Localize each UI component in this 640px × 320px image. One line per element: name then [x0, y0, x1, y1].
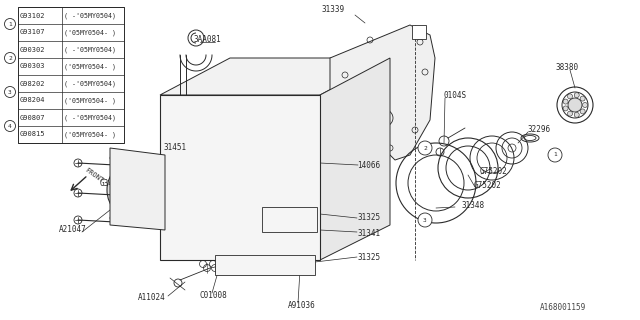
Text: 4: 4 [272, 217, 276, 221]
Circle shape [107, 160, 167, 220]
Text: 4: 4 [8, 124, 12, 129]
Text: 2: 2 [8, 55, 12, 60]
Polygon shape [320, 58, 390, 260]
Text: 31325: 31325 [358, 253, 381, 262]
Text: C01008: C01008 [200, 291, 228, 300]
Text: G34103: G34103 [100, 179, 128, 188]
Text: G90815: G90815 [20, 132, 45, 138]
Text: G93107: G93107 [20, 29, 45, 36]
Text: G75202: G75202 [474, 180, 502, 189]
Text: 31339: 31339 [322, 5, 345, 14]
Text: 31325: 31325 [358, 212, 381, 221]
Text: 38380: 38380 [556, 63, 579, 73]
Circle shape [222, 163, 252, 193]
Circle shape [169, 110, 305, 246]
Text: A: A [417, 28, 422, 36]
Text: A11024: A11024 [138, 293, 166, 302]
Text: 2: 2 [423, 146, 427, 150]
Text: 1: 1 [553, 153, 557, 157]
Circle shape [582, 102, 588, 108]
Circle shape [568, 111, 573, 116]
Circle shape [574, 112, 579, 117]
Text: G75202: G75202 [480, 167, 508, 177]
Text: ('05MY0504- ): ('05MY0504- ) [64, 63, 116, 70]
Text: 1: 1 [8, 21, 12, 27]
Text: 3: 3 [423, 218, 427, 222]
Text: A168001159: A168001159 [540, 303, 586, 313]
Text: 31451: 31451 [163, 143, 186, 153]
Text: G90807: G90807 [20, 115, 45, 121]
Text: ('05MY0504- ): ('05MY0504- ) [64, 29, 116, 36]
Circle shape [548, 148, 562, 162]
Text: 4: 4 [226, 262, 230, 268]
Bar [18, 7, 124, 143]
Text: 31348: 31348 [462, 201, 485, 210]
Text: ( -'05MY0504): ( -'05MY0504) [64, 46, 116, 53]
Text: ('05MY0504- ): ('05MY0504- ) [64, 131, 116, 138]
Text: 0104S: 0104S [443, 92, 466, 100]
Bar [412, 25, 426, 39]
Circle shape [418, 213, 432, 227]
Text: ( -'05MY0504): ( -'05MY0504) [64, 114, 116, 121]
Circle shape [580, 96, 585, 101]
Circle shape [418, 141, 432, 155]
Polygon shape [330, 25, 435, 160]
Text: 3AA081: 3AA081 [193, 35, 221, 44]
Text: G90302: G90302 [20, 46, 45, 52]
Text: 32296: 32296 [527, 125, 550, 134]
Circle shape [563, 106, 568, 111]
Circle shape [574, 93, 579, 98]
Text: ( -'05MY0504): ( -'05MY0504) [64, 80, 116, 87]
Polygon shape [160, 95, 320, 260]
Polygon shape [160, 58, 390, 95]
Text: A91036: A91036 [288, 300, 316, 309]
Text: 14066: 14066 [357, 161, 380, 170]
Text: A21047: A21047 [59, 226, 87, 235]
Bar [215, 255, 315, 275]
Circle shape [568, 98, 582, 112]
Text: ( -'05MY0504): ( -'05MY0504) [64, 12, 116, 19]
Circle shape [580, 109, 585, 114]
Text: FRONT: FRONT [84, 167, 105, 184]
Circle shape [563, 99, 568, 104]
Text: ('05MY0504- ): ('05MY0504- ) [64, 97, 116, 104]
Text: G98202: G98202 [20, 81, 45, 86]
Circle shape [568, 94, 573, 99]
Text: G90303: G90303 [20, 63, 45, 69]
Text: G93102: G93102 [20, 12, 45, 19]
Polygon shape [110, 148, 165, 230]
Bar [262, 207, 317, 232]
Text: G98204: G98204 [20, 98, 45, 103]
Text: 3: 3 [8, 90, 12, 94]
Text: 31341: 31341 [358, 228, 381, 237]
